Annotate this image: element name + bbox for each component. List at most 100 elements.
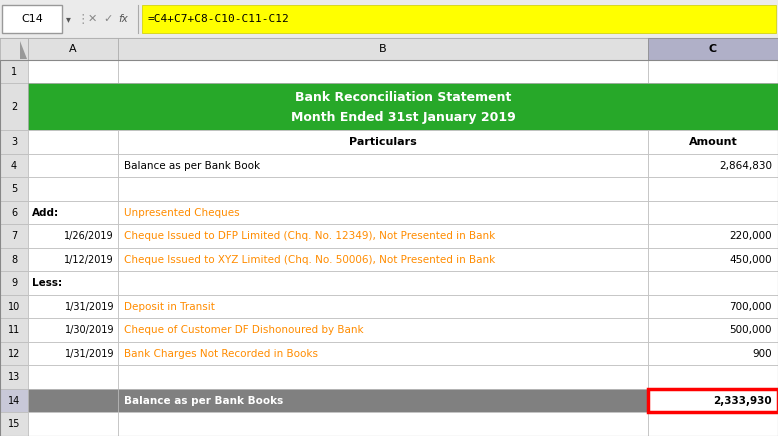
Bar [648,365,778,389]
Text: 4: 4 [11,161,17,171]
Bar [28,177,118,201]
Bar [118,130,648,154]
Bar [118,412,648,436]
Text: 3: 3 [11,137,17,147]
Text: C14: C14 [21,14,43,24]
Bar [0,201,28,225]
Text: 500,000: 500,000 [730,325,772,335]
Bar [648,319,778,342]
Polygon shape [20,41,27,59]
Bar [0,342,28,365]
Bar [28,412,118,436]
Bar [648,130,778,154]
Text: 220,000: 220,000 [730,231,772,241]
Text: ▾: ▾ [66,14,71,24]
Bar [0,84,28,130]
Bar [0,389,28,412]
Text: 10: 10 [8,302,20,312]
Text: Cheque of Customer DF Dishonoured by Bank: Cheque of Customer DF Dishonoured by Ban… [124,325,363,335]
Text: B: B [379,44,387,54]
Bar [28,154,118,177]
Bar [0,0,778,38]
Text: 11: 11 [8,325,20,335]
Bar [648,177,778,201]
Bar [28,201,118,225]
Bar [0,130,28,154]
Bar [0,38,778,60]
Text: 450,000: 450,000 [730,255,772,265]
Text: 15: 15 [8,419,20,429]
Text: Unpresented Cheques: Unpresented Cheques [124,208,240,218]
Bar [648,248,778,272]
Bar [118,272,648,295]
Bar [2,5,62,33]
Bar [0,412,28,436]
Bar [648,272,778,295]
Text: Balance as per Bank Books: Balance as per Bank Books [124,396,283,406]
Text: ⋮: ⋮ [76,13,89,25]
Text: Less:: Less: [32,278,62,288]
Bar [648,201,778,225]
Text: 13: 13 [8,372,20,382]
Bar [0,272,28,295]
Bar [0,38,28,60]
Text: Cheque Issued to DFP Limited (Chq. No. 12349), Not Presented in Bank: Cheque Issued to DFP Limited (Chq. No. 1… [124,231,496,241]
Bar [0,365,28,389]
Bar [142,5,776,33]
Text: 1/31/2019: 1/31/2019 [65,349,114,359]
Bar [648,295,778,319]
Bar [28,248,118,272]
Text: Cheque Issued to XYZ Limited (Chq. No. 50006), Not Presented in Bank: Cheque Issued to XYZ Limited (Chq. No. 5… [124,255,496,265]
Text: 6: 6 [11,208,17,218]
Text: 14: 14 [8,396,20,406]
Text: 2: 2 [11,102,17,112]
Bar [28,365,118,389]
Bar [28,389,118,412]
Bar [648,225,778,248]
Bar [28,319,118,342]
Text: 1/31/2019: 1/31/2019 [65,302,114,312]
Text: =C4+C7+C8-C10-C11-C12: =C4+C7+C8-C10-C11-C12 [148,14,289,24]
Bar [118,248,648,272]
Text: 1/12/2019: 1/12/2019 [65,255,114,265]
Text: 700,000: 700,000 [730,302,772,312]
Text: ✕: ✕ [88,14,97,24]
Bar [648,412,778,436]
Text: 8: 8 [11,255,17,265]
Text: Deposit in Transit: Deposit in Transit [124,302,215,312]
Bar [0,295,28,319]
Text: Bank Charges Not Recorded in Books: Bank Charges Not Recorded in Books [124,349,318,359]
Bar [28,130,118,154]
Bar [648,389,778,412]
Text: 7: 7 [11,231,17,241]
Text: A: A [69,44,77,54]
Text: 12: 12 [8,349,20,359]
Bar [118,225,648,248]
Bar [28,295,118,319]
Bar [118,342,648,365]
Bar [28,84,778,130]
Bar [118,177,648,201]
Bar [648,389,778,412]
Bar [28,38,118,60]
Bar [0,60,778,436]
Bar [0,225,28,248]
Bar [118,154,648,177]
Text: Add:: Add: [32,208,59,218]
Text: Balance as per Bank Book: Balance as per Bank Book [124,161,260,171]
Bar [118,365,648,389]
Text: 900: 900 [752,349,772,359]
Bar [0,154,28,177]
Text: Amount: Amount [689,137,738,147]
Bar [0,60,28,84]
Bar [28,342,118,365]
Bar [0,177,28,201]
Text: 2,333,930: 2,333,930 [713,396,772,406]
Bar [648,38,778,60]
Text: C: C [709,44,717,54]
Text: Month Ended 31st January 2019: Month Ended 31st January 2019 [291,111,515,124]
Bar [118,38,648,60]
Text: 2,864,830: 2,864,830 [719,161,772,171]
Bar [118,60,648,84]
Bar [118,319,648,342]
